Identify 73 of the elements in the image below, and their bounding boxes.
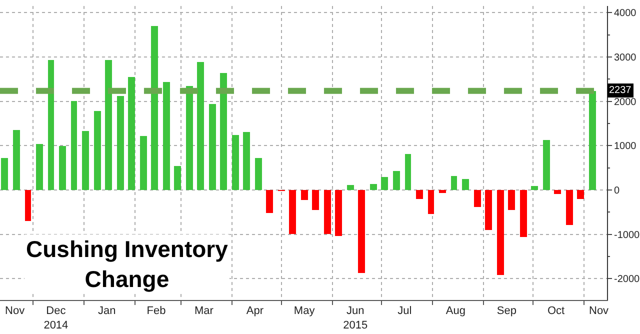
x-tick-label: Sep [496, 305, 516, 318]
y-tick-label: 1000 [614, 141, 637, 152]
bar [347, 185, 354, 190]
x-tick-label: Dec 2014 [44, 305, 68, 332]
x-tick-label: Oct [547, 305, 565, 318]
bar [370, 184, 377, 190]
bar [266, 190, 273, 213]
bar [255, 158, 262, 190]
bar [577, 190, 584, 199]
bar [174, 166, 181, 190]
bar [151, 26, 158, 190]
x-tick-label: Mar [194, 305, 214, 318]
bar [312, 190, 319, 210]
bar [197, 62, 204, 190]
bar [451, 176, 457, 190]
bar [428, 190, 434, 214]
bar [324, 190, 331, 234]
bar [439, 190, 446, 193]
bar [59, 146, 66, 190]
bar [48, 60, 54, 190]
y-tick-label: 4000 [614, 8, 637, 20]
bar [209, 104, 216, 190]
bar [358, 190, 365, 273]
x-tick-label: May [294, 305, 316, 318]
bar [220, 73, 227, 190]
x-tick-label: Nov [5, 305, 26, 318]
bar [1, 158, 8, 190]
bar [117, 96, 124, 190]
bar [474, 190, 481, 207]
bar [405, 154, 411, 190]
bar [71, 101, 77, 190]
bar [289, 190, 296, 234]
x-tick-label: Jan [98, 305, 116, 318]
bar [301, 190, 308, 200]
y-tick-label: 0 [614, 186, 620, 197]
bar [416, 190, 423, 199]
y-tick-label: 2000 [614, 96, 637, 108]
x-tick-label: Apr [246, 305, 264, 318]
bar [462, 179, 469, 190]
bar [140, 136, 147, 190]
x-tick-label: Feb [146, 305, 166, 318]
bar [94, 111, 101, 190]
bar [36, 144, 43, 190]
bar [393, 171, 400, 190]
bar [163, 82, 170, 190]
bar [381, 177, 388, 190]
annotation: 2237 [609, 85, 632, 96]
bar [128, 77, 135, 190]
bar [485, 190, 492, 230]
bar [543, 140, 550, 190]
bar [13, 130, 20, 190]
bar [520, 190, 527, 237]
bar [82, 131, 89, 190]
y-tick-label: -1000 [614, 230, 640, 241]
bar [243, 132, 250, 190]
bar [589, 91, 596, 190]
text: Cushing Inventory Change [26, 236, 228, 292]
x-tick-label: Jun 2015 [343, 305, 368, 332]
x-tick-label: Nov [589, 305, 610, 318]
bar [531, 186, 538, 190]
bar [508, 190, 515, 210]
bar [25, 190, 31, 221]
bar [186, 86, 193, 190]
x-tick-label: Aug [446, 305, 466, 318]
x-tick-label: Jul [398, 305, 412, 318]
bar [232, 135, 239, 190]
bar [105, 60, 112, 190]
y-tick-label: -2000 [614, 274, 640, 286]
bar [335, 190, 342, 236]
bar [554, 190, 561, 194]
bar [497, 190, 504, 275]
y-tick-label: 3000 [614, 52, 637, 64]
bar [566, 190, 573, 225]
